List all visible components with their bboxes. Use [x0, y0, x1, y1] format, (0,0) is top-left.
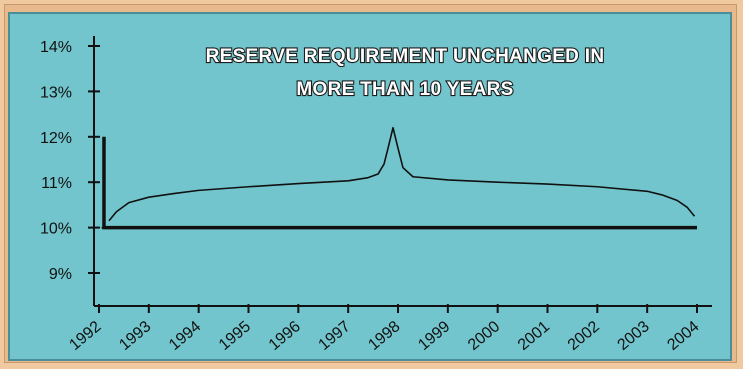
x-tick-label-1994: 1994	[166, 318, 204, 354]
x-tick-label-1998: 1998	[365, 318, 403, 354]
x-tick-labels: 1992 1993 1994 1995 1996 1997 1998 1999 2000 2001…	[66, 318, 702, 354]
axes	[88, 36, 712, 313]
x-tick-label-2003: 2003	[615, 318, 653, 354]
x-tick-label-2000: 2000	[465, 318, 503, 354]
reserve-requirement-line	[102, 136, 697, 230]
y-tick-label-13: 13%	[40, 84, 72, 101]
chart-panel	[8, 12, 732, 361]
x-tick-label-1999: 1999	[415, 318, 453, 354]
x-tick-label-1997: 1997	[316, 318, 354, 354]
y-tick-label-9: 9%	[49, 266, 72, 283]
x-tick-label-2004: 2004	[664, 318, 702, 354]
y-tick-label-10: 10%	[40, 221, 72, 238]
x-tick-label-2002: 2002	[565, 318, 603, 354]
x-tick-label-1992: 1992	[66, 318, 104, 354]
x-tick-label-1996: 1996	[266, 318, 304, 354]
x-tick-label-1993: 1993	[116, 318, 154, 354]
x-tick-label-1995: 1995	[216, 318, 254, 354]
chart-title-line-2: MORE THAN 10 YEARS	[296, 79, 513, 100]
curve-line	[108, 126, 696, 222]
y-tick-label-11: 11%	[41, 175, 72, 192]
y-tick-label-12: 12%	[40, 130, 72, 147]
chart-title-line-1: RESERVE REQUIREMENT UNCHANGED IN	[206, 46, 605, 67]
x-tick-label-2001: 2001	[515, 318, 553, 354]
series-group	[102, 126, 698, 230]
y-tick-label-14: 14%	[40, 39, 72, 56]
y-tick-labels: 9% 10% 11% 12% 13% 14%	[40, 39, 72, 283]
